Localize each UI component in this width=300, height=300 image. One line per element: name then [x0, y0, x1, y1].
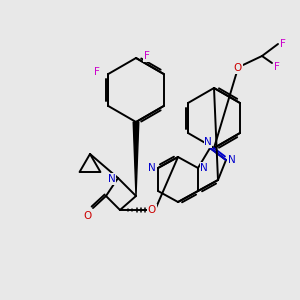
Text: N: N [200, 163, 208, 173]
Text: O: O [84, 211, 92, 221]
Text: F: F [94, 67, 100, 77]
Text: F: F [144, 51, 150, 61]
Text: N: N [228, 155, 236, 165]
Text: N: N [204, 137, 212, 147]
Text: N: N [148, 163, 156, 173]
Text: N: N [108, 174, 116, 184]
Text: F: F [274, 62, 280, 72]
Polygon shape [133, 122, 139, 196]
Text: O: O [234, 63, 242, 73]
Text: F: F [280, 39, 286, 49]
Text: O: O [148, 205, 156, 215]
